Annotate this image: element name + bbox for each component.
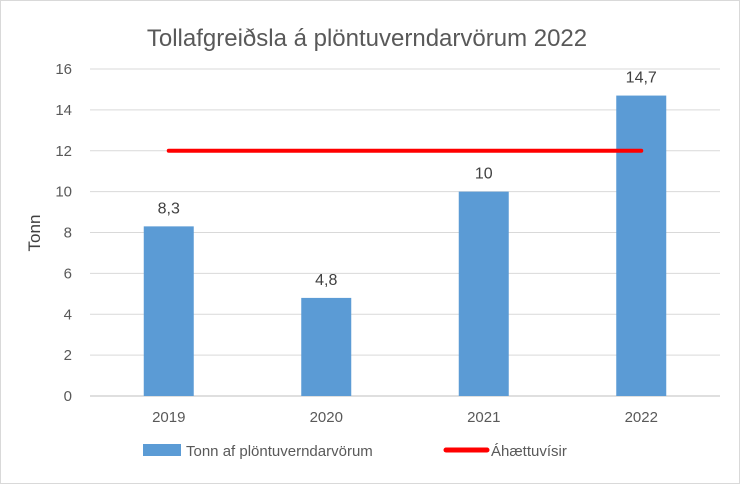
y-tick-label: 8 [64,225,72,242]
legend: Tonn af plöntuverndarvörum Áhættuvísir [143,443,567,460]
data-labels: 8,3 4,8 10 14,7 [158,70,657,289]
y-axis-label: Tonn [25,215,44,252]
y-axis-ticks: 0 2 4 6 8 10 12 14 16 [55,61,72,405]
y-tick-label: 6 [64,265,72,282]
legend-bar-label: Tonn af plöntuverndarvörum [186,443,373,460]
y-tick-label: 16 [55,61,72,78]
y-tick-label: 12 [55,143,72,160]
chart-title: Tollafgreiðsla á plöntuverndarvörum 2022 [147,25,587,52]
y-tick-label: 10 [55,184,72,201]
bar-2022 [616,95,667,396]
y-tick-label: 2 [64,347,72,364]
data-label-2020: 4,8 [315,272,337,289]
bar-2019 [143,226,194,396]
x-axis-ticks: 2019 2020 2021 2022 [152,409,658,426]
data-label-2019: 8,3 [158,200,180,217]
bars [143,95,667,396]
legend-line-label: Áhættuvísir [491,443,567,460]
x-tick-label: 2020 [310,409,343,426]
x-tick-label: 2022 [625,409,658,426]
y-tick-label: 0 [64,388,72,405]
data-label-2022: 14,7 [626,70,657,87]
legend-bar-swatch [143,444,181,456]
bar-2021 [458,191,509,396]
bar-2020 [301,297,352,396]
x-tick-label: 2019 [152,409,185,426]
y-tick-label: 4 [64,306,72,323]
y-tick-label: 14 [55,102,72,119]
data-label-2021: 10 [475,166,493,183]
x-tick-label: 2021 [467,409,500,426]
